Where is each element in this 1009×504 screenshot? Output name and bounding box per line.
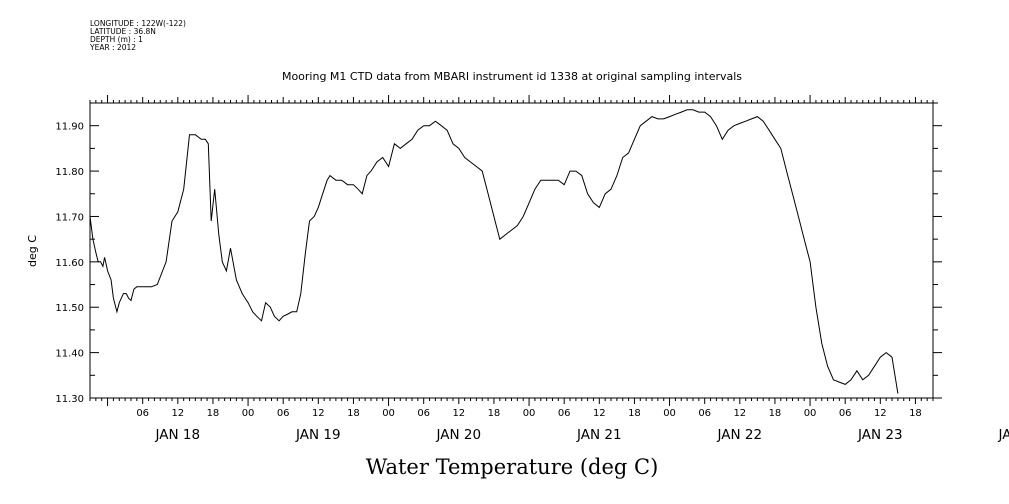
y-tick-label: 11.90 <box>55 122 84 133</box>
x-tick-label: 00 <box>663 408 676 419</box>
x-tick-label: 00 <box>523 408 536 419</box>
x-tick-label: 18 <box>769 408 782 419</box>
x-axis-label: Water Temperature (deg C) <box>366 455 659 479</box>
y-tick-label: 11.30 <box>55 394 84 405</box>
x-day-label: JAN 22 <box>717 427 763 443</box>
y-tick-label: 11.50 <box>55 303 84 314</box>
x-day-label: JAN 21 <box>576 427 622 443</box>
y-axis: 11.30 11.40 11.50 11.60 11.70 11.80 11.90 <box>55 102 942 405</box>
meta-year: YEAR : 2012 <box>90 43 137 52</box>
chart-title: Mooring M1 CTD data from MBARI instrumen… <box>282 70 742 83</box>
plot-frame <box>89 102 934 399</box>
x-day-label: JAN 24 <box>998 427 1009 443</box>
x-tick-label: 12 <box>733 408 746 419</box>
y-tick-label: 11.80 <box>55 167 84 178</box>
meta-longitude: LONGITUDE : 122W(-122) <box>90 19 186 28</box>
x-tick-label: 06 <box>698 408 711 419</box>
meta-depth: DEPTH (m) : 1 <box>90 35 143 44</box>
x-tick-label: 06 <box>277 408 290 419</box>
x-day-label: JAN 19 <box>295 427 341 443</box>
x-tick-label: 12 <box>312 408 325 419</box>
y-tick-label: 11.40 <box>55 349 84 360</box>
x-tick-label: 06 <box>558 408 571 419</box>
x-tick-label: 12 <box>452 408 465 419</box>
x-tick-label: 06 <box>839 408 852 419</box>
x-day-label: JAN 23 <box>857 427 903 443</box>
x-day-label: JAN 20 <box>436 427 482 443</box>
x-tick-label: 12 <box>874 408 887 419</box>
x-tick-label: 00 <box>382 408 395 419</box>
y-axis-label: deg C <box>26 235 39 267</box>
x-tick-label: 18 <box>207 408 220 419</box>
x-axis: 06 12 18 00 06 12 18 00 06 12 18 00 06 12 18 00 06 12 18 00… <box>89 95 1009 443</box>
x-tick-label: 18 <box>628 408 641 419</box>
x-tick-label: 18 <box>488 408 501 419</box>
metadata-block: LONGITUDE : 122W(-122) LATITUDE : 36.8N … <box>90 20 186 52</box>
x-tick-label: 00 <box>242 408 255 419</box>
x-tick-label: 12 <box>593 408 606 419</box>
meta-latitude: LATITUDE : 36.8N <box>90 27 156 36</box>
x-tick-label: 12 <box>171 408 184 419</box>
y-tick-label: 11.70 <box>55 212 84 223</box>
x-tick-label: 18 <box>909 408 922 419</box>
x-tick-label: 18 <box>347 408 360 419</box>
x-tick-label: 06 <box>136 408 149 419</box>
x-tick-label: 00 <box>804 408 817 419</box>
series-line-water-temperature <box>89 109 899 394</box>
x-day-label: JAN 18 <box>155 427 201 443</box>
y-tick-label: 11.60 <box>55 258 84 269</box>
x-tick-label: 06 <box>417 408 430 419</box>
